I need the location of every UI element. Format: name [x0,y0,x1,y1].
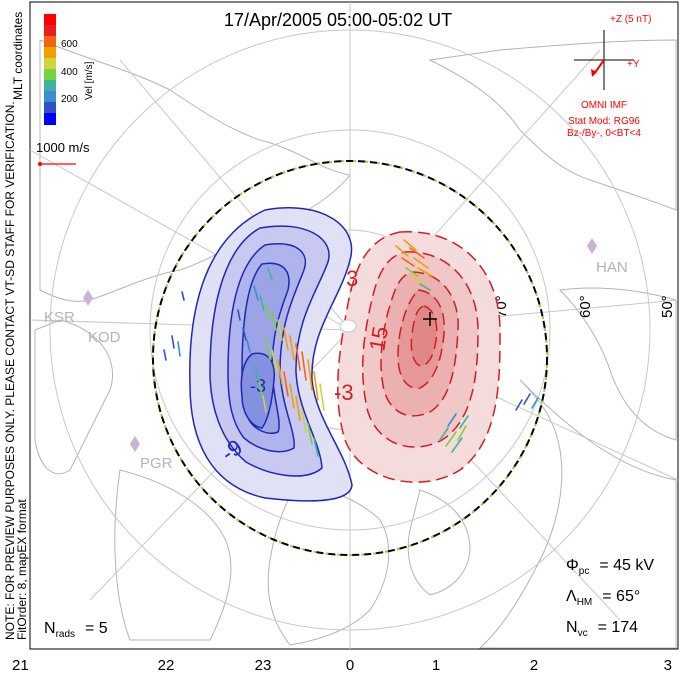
colorbar-seg-9 [44,14,56,25]
mlt-axis: 21 22 23 0 1 2 3 [12,657,672,674]
lat-label-50: 50° [659,295,676,318]
coord-label: MLT coordinates [11,12,25,100]
stat-nrads-sub: rads [56,629,75,640]
coastlines [34,39,677,649]
side-note-line2: FitOrder: 8, mapEX format [15,499,29,640]
imf-bz-label: +Z (5 nT) [610,14,651,25]
side-note: NOTE: FOR PREVIEW PURPOSES ONLY. PLEASE … [3,101,29,640]
stat-phi-symbol: Φ [566,557,579,574]
vector-cluster-dawn [439,393,539,453]
stat-nvc-symbol: N [566,619,578,636]
stat-lambda-sub: HM [577,597,593,608]
vector-scale: 1000 m/s [36,140,90,166]
velocity-vectors [163,239,539,457]
station-marker-icon [130,436,140,452]
stat-phi: Φpc = 45 kV [566,557,654,577]
colorbar-seg-1 [44,102,56,113]
station-pgr-label: PGR [140,455,173,472]
stats: Φpc = 45 kV ΛHM = 65° Nvc = 174 [566,557,654,639]
side-note-line1: NOTE: FOR PREVIEW PURPOSES ONLY. PLEASE … [3,101,17,640]
mlt-tick-2: 2 [530,657,538,674]
imf-condition: Bz-/By-, 0<BT<4 [567,128,641,139]
station-han-label: HAN [596,259,628,276]
pole-patch [339,319,357,333]
station-kod-label: KOD [88,329,121,346]
mlt-tick-3: 3 [664,657,672,674]
imf-source: OMNI IMF [581,100,627,111]
imf-by-label: +Y [627,59,640,70]
vector-cluster-dusk [163,267,325,457]
vector-cluster-noon [395,239,433,291]
station-marker-icon [83,290,93,306]
stat-lambda-symbol: Λ [566,588,577,605]
station-ksr: KSR [44,290,93,326]
stat-lambda: ΛHM = 65° [566,588,640,608]
pos-contour-label-3: -3 [334,380,354,405]
mlt-tick-23: 23 [255,657,272,674]
stat-nvc: Nvc = 174 [566,619,638,639]
pos-contour-label-2: 15 [364,324,393,352]
mlt-tick-22: 22 [158,657,175,674]
colorbar-seg-2 [44,91,56,102]
colorbar-seg-4 [44,69,56,80]
station-han: HAN [587,238,628,276]
stat-phi-sub: pc [579,566,590,577]
imf-panel: +Z (5 nT) +Y OMNI IMF Stat Mod: RG96 Bz-… [567,14,651,139]
mlt-tick-21: 21 [12,657,29,674]
station-pgr: PGR [130,436,173,472]
stat-nvc-sub: vc [578,628,588,639]
stat-nrads-symbol: N [44,620,56,637]
stat-lambda-value: = 65° [602,588,640,605]
hm-boundary [152,160,548,556]
colorbar-seg-0 [44,113,56,125]
vector-scale-label: 1000 m/s [36,140,90,155]
colorbar-seg-3 [44,80,56,91]
stat-nrads-value: = 5 [85,620,108,637]
colorbar-seg-7 [44,36,56,47]
colorbar-seg-5 [44,58,56,69]
colorbar-tick-600: 600 [61,39,78,50]
stations: HAN KSR KOD PGR [44,238,628,472]
station-kod: KOD [88,329,121,346]
colorbar: 600 400 200 Vel [m/s] MLT coordinates [11,12,95,125]
stat-nrads: Nrads = 5 [44,620,108,640]
lat-label-60: 60° [577,295,594,318]
pos-contour-label-1: 3 [346,266,358,291]
colorbar-seg-6 [44,47,56,58]
mlt-tick-0: 0 [346,657,354,674]
potential-max-icon [423,312,437,326]
map-title: 17/Apr/2005 05:00-05:02 UT [224,10,452,30]
station-marker-icon [587,238,597,254]
station-ksr-label: KSR [44,309,75,326]
neg-contour-label-2: -3 [250,376,266,396]
imf-vector-arrowhead-icon [591,69,597,77]
mlt-tick-1: 1 [432,657,440,674]
colorbar-tick-200: 200 [61,94,78,105]
colorbar-title: Vel [m/s] [84,61,95,100]
imf-stat-mod: Stat Mod: RG96 [568,116,640,127]
positive-cell: 3 15 -3 [334,231,501,483]
stat-nvc-value: = 174 [598,619,639,636]
colorbar-tick-400: 400 [61,67,78,78]
hm-boundary-green [152,160,548,556]
stat-phi-value: = 45 kV [599,557,654,574]
colorbar-seg-8 [44,25,56,36]
